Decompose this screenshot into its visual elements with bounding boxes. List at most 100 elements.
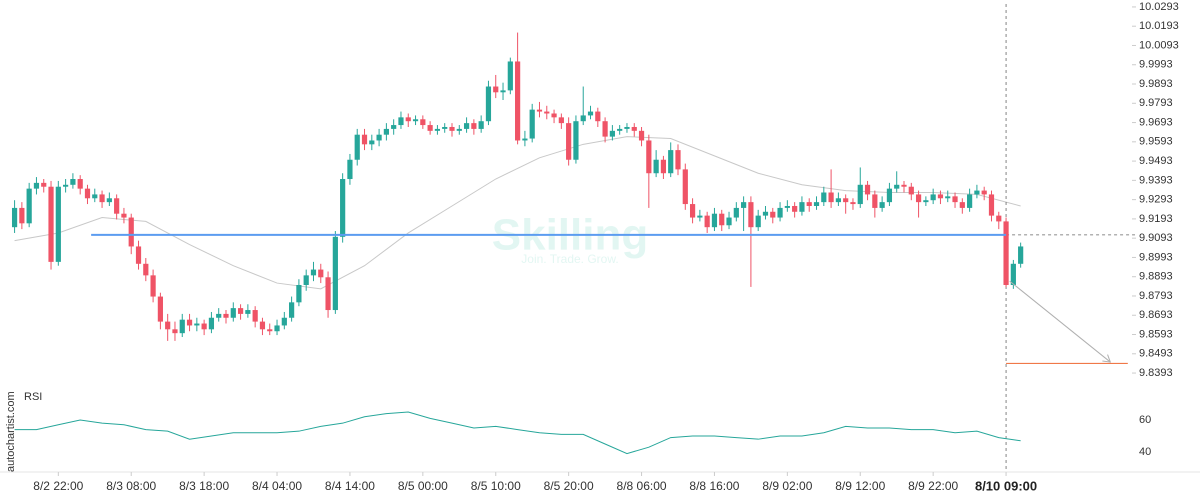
candle-body: [602, 121, 608, 137]
candle-body: [522, 138, 528, 141]
candle-body: [981, 190, 987, 195]
candle-body: [376, 134, 382, 141]
candle-body: [354, 134, 360, 160]
candle-body: [799, 202, 805, 212]
candle-body: [770, 211, 776, 218]
candle-body: [92, 194, 98, 199]
candle-body: [879, 202, 885, 208]
candle-body: [974, 190, 980, 195]
candle-body: [792, 205, 798, 212]
rsi-tick-label: 60: [1139, 414, 1151, 426]
candle-body: [996, 215, 1002, 222]
y-tick-label: 9.8893: [1139, 271, 1173, 283]
y-tick-label: 9.9193: [1139, 213, 1173, 225]
x-tick-label: 8/3 18:00: [179, 479, 229, 493]
candle-body: [1018, 246, 1024, 264]
candle-body: [617, 128, 623, 131]
candle-body: [245, 310, 251, 314]
candle-body: [194, 323, 200, 326]
y-tick-label: 9.9993: [1139, 59, 1173, 71]
y-tick-label: 10.0093: [1139, 39, 1179, 51]
candle-body: [442, 126, 448, 129]
candle-body: [682, 169, 688, 205]
candle-body: [551, 113, 557, 118]
y-tick-label: 9.8493: [1139, 348, 1173, 360]
candle-body: [325, 277, 331, 311]
candle-body: [689, 204, 696, 218]
candle-body: [449, 126, 455, 131]
candle-body: [937, 194, 944, 199]
y-tick-label: 9.9593: [1139, 136, 1173, 148]
candle-body: [84, 188, 91, 199]
x-tick-label: 8/5 10:00: [471, 479, 521, 493]
x-tick-label: 8/5 00:00: [398, 479, 448, 493]
candle-body: [624, 126, 630, 129]
x-tick-label: 8/10 09:00: [975, 478, 1037, 493]
candle-body: [580, 115, 586, 122]
candle-body: [843, 198, 849, 203]
candle-body: [369, 140, 375, 145]
y-tick-label: 9.8693: [1139, 309, 1173, 321]
candle-body: [128, 217, 134, 247]
candle-body: [63, 184, 69, 187]
candle-body: [135, 246, 142, 264]
candle-body: [595, 111, 601, 122]
candle-body: [11, 207, 18, 228]
candle-body: [835, 198, 841, 203]
candle-body: [41, 182, 47, 187]
candle-body: [493, 86, 499, 93]
candle-body: [515, 61, 521, 141]
candle-body: [988, 194, 995, 216]
candle-body: [19, 207, 25, 224]
candle-body: [959, 202, 965, 208]
candle-body: [216, 313, 222, 318]
candle-body: [646, 140, 652, 174]
candle-body: [821, 192, 827, 203]
candle-body: [172, 329, 178, 334]
candle-body: [347, 159, 353, 180]
candle-body: [267, 329, 273, 332]
candle-body: [340, 179, 346, 237]
candle-body: [638, 130, 645, 141]
candle-body: [310, 269, 317, 276]
candle-body: [412, 119, 419, 122]
candle-body: [915, 194, 922, 203]
candle-body: [478, 121, 484, 129]
candle-body: [529, 109, 535, 139]
candle-body: [930, 194, 936, 201]
candle-body: [850, 202, 856, 205]
candle-body: [587, 111, 594, 116]
candle-body: [923, 200, 929, 203]
candle-body: [507, 61, 513, 91]
candle-body: [361, 134, 368, 145]
candle-body: [143, 263, 149, 276]
y-tick-label: 9.9693: [1139, 116, 1173, 128]
candle-body: [186, 319, 193, 326]
x-tick-label: 8/2 22:00: [33, 479, 83, 493]
candle-body: [894, 184, 900, 189]
candle-body: [660, 159, 667, 174]
candle-body: [704, 215, 710, 228]
candle-body: [420, 119, 426, 126]
candle-body: [908, 186, 914, 195]
y-tick-label: 9.8593: [1139, 328, 1173, 340]
candle-body: [741, 202, 747, 208]
candle-body: [296, 284, 302, 303]
candle-body: [748, 202, 754, 228]
candle-body: [237, 308, 244, 314]
candle-body: [332, 236, 338, 311]
candle-body: [274, 325, 280, 332]
candle-body: [427, 125, 433, 131]
candle-body: [952, 196, 958, 203]
candle-body: [179, 319, 185, 334]
candle-body: [456, 128, 462, 131]
candle-body: [886, 188, 893, 203]
candle-body: [223, 313, 229, 318]
y-tick-label: 9.8993: [1139, 251, 1173, 263]
candle-body: [405, 117, 411, 122]
candle-body: [48, 186, 54, 262]
candle-body: [463, 123, 470, 129]
candle-body: [609, 130, 615, 137]
candle-body: [755, 215, 761, 228]
y-tick-label: 9.8393: [1139, 367, 1173, 379]
